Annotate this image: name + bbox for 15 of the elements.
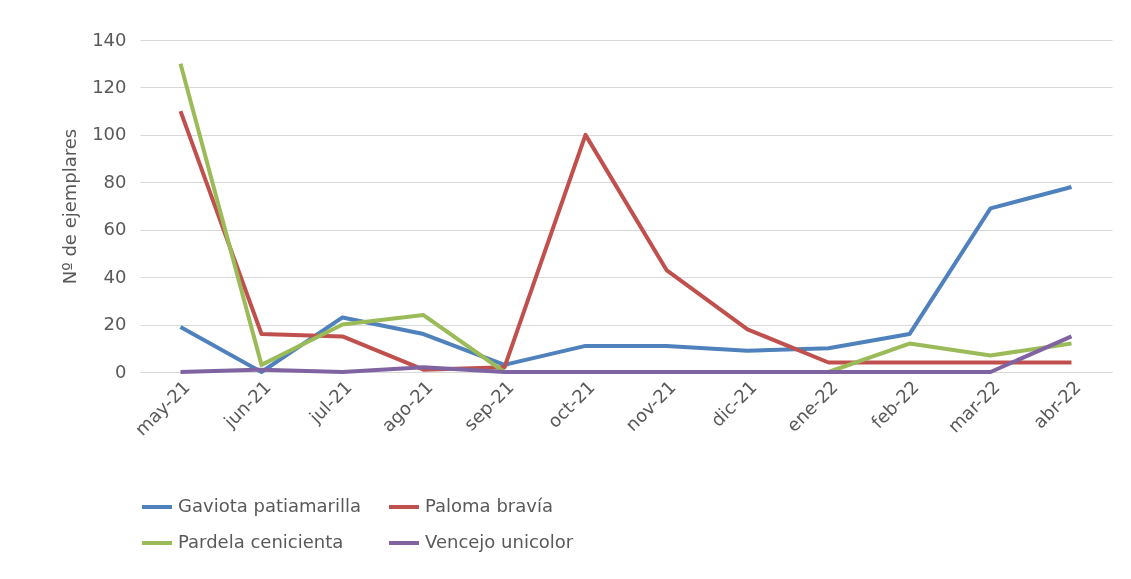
y-tick-label: 20 [103, 313, 127, 335]
legend-label: Paloma bravía [425, 495, 553, 516]
line-series [178, 334, 1074, 374]
y-tick-label: 100 [92, 123, 127, 145]
y-tick-label: 80 [103, 170, 127, 192]
y-tick-label: 60 [103, 218, 127, 240]
y-tick-label: 120 [92, 75, 127, 97]
y-tick-label: 0 [115, 360, 127, 382]
y-axis-title: Nº de ejemplares [59, 128, 81, 285]
legend-label: Pardela cenicienta [178, 531, 344, 552]
legend-label: Vencejo unicolor [425, 531, 574, 552]
line-series [178, 185, 1074, 374]
legend-label: Gaviota patiamarilla [178, 495, 361, 516]
y-tick-label: 140 [92, 28, 127, 50]
y-tick-label: 40 [103, 265, 127, 287]
